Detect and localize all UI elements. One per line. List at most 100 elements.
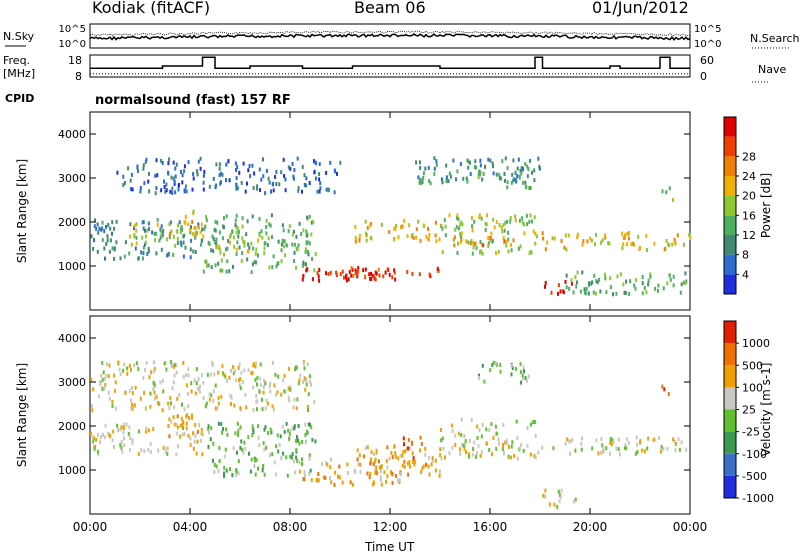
power-echo-cell bbox=[218, 166, 221, 171]
power-echo-cell bbox=[267, 176, 270, 181]
power-echo-cell bbox=[489, 236, 492, 241]
velocity-echo-cell bbox=[372, 480, 375, 485]
velocity-echo-cell bbox=[103, 435, 106, 440]
power-echo-cell bbox=[180, 243, 183, 248]
velocity-echo-cell bbox=[145, 426, 148, 431]
velocity-echo-cell bbox=[95, 437, 98, 442]
power-echo-cell bbox=[465, 239, 468, 244]
velocity-echo-cell bbox=[660, 444, 663, 449]
velocity-echo-cell bbox=[172, 415, 175, 420]
power-echo-cell bbox=[187, 222, 190, 227]
power-echo-cell bbox=[111, 231, 113, 236]
velocity-echo-cell bbox=[122, 426, 125, 431]
velocity-echo-cell bbox=[568, 439, 571, 444]
velocity-echo-cell bbox=[422, 464, 425, 469]
power-echo-cell bbox=[109, 238, 112, 243]
power-echo-cell bbox=[645, 234, 648, 239]
velocity-echo-cell bbox=[263, 472, 266, 477]
power-echo-cell bbox=[517, 246, 520, 251]
velocity-echo-cell bbox=[467, 452, 470, 457]
power-echo-cell bbox=[217, 244, 220, 249]
power-echo-cell bbox=[289, 166, 292, 171]
power-echo-cell bbox=[310, 232, 313, 237]
power-echo-cell bbox=[637, 234, 640, 239]
power-echo-cell bbox=[218, 173, 221, 178]
power-echo-cell bbox=[134, 246, 137, 251]
velocity-echo-cell bbox=[427, 464, 430, 469]
power-colorbar-segment bbox=[724, 176, 736, 196]
power-echo-cell bbox=[267, 236, 270, 241]
power-echo-cell bbox=[623, 290, 626, 295]
power-echo-cell bbox=[460, 220, 463, 225]
power-echo-cell bbox=[380, 222, 383, 227]
velocity-echo-cell bbox=[258, 389, 261, 394]
power-echo-cell bbox=[176, 229, 179, 234]
power-echo-cell bbox=[235, 182, 238, 187]
velocity-echo-cell bbox=[117, 427, 120, 432]
velocity-echo-cell bbox=[309, 468, 312, 473]
velocity-echo-cell bbox=[308, 456, 311, 461]
power-echo-cell bbox=[194, 226, 197, 231]
velocity-echo-cell bbox=[623, 445, 626, 450]
power-echo-cell bbox=[136, 168, 139, 173]
velocity-echo-cell bbox=[520, 442, 523, 447]
velocity-echo-cell bbox=[403, 459, 406, 464]
power-echo-cell bbox=[598, 277, 601, 282]
power-echo-cell bbox=[565, 247, 568, 252]
power-echo-cell bbox=[227, 159, 230, 164]
velocity-echo-cell bbox=[108, 396, 111, 401]
power-echo-cell bbox=[182, 240, 185, 245]
velocity-echo-cell bbox=[636, 449, 639, 454]
velocity-echo-cell bbox=[375, 465, 378, 470]
velocity-echo-cell bbox=[265, 398, 268, 403]
power-echo-cell bbox=[235, 168, 237, 172]
velocity-echo-cell bbox=[307, 408, 309, 413]
velocity-echo-cell bbox=[564, 441, 567, 446]
power-echo-cell bbox=[187, 160, 190, 165]
velocity-echo-cell bbox=[207, 430, 210, 435]
power-echo-cell bbox=[142, 245, 145, 250]
power-echo-cell bbox=[424, 166, 427, 171]
velocity-echo-cell bbox=[523, 369, 525, 374]
power-echo-cell bbox=[605, 290, 608, 295]
velocity-echo-cell bbox=[502, 443, 504, 447]
power-echo-cell bbox=[253, 171, 256, 176]
velocity-echo-cell bbox=[254, 364, 257, 369]
power-echo-cell bbox=[366, 225, 369, 230]
velocity-echo-cell bbox=[177, 444, 180, 449]
power-echo-cell bbox=[319, 186, 322, 191]
velocity-echo-cell bbox=[424, 452, 427, 457]
velocity-echo-cell bbox=[176, 414, 179, 419]
velocity-echo-cell bbox=[264, 381, 267, 386]
power-echo-cell bbox=[456, 169, 459, 174]
velocity-echo-cell bbox=[403, 442, 405, 447]
velocity-echo-cell bbox=[161, 408, 164, 413]
velocity-echo-cell bbox=[485, 441, 488, 446]
power-echo-cell bbox=[265, 168, 268, 173]
velocity-echo-cell bbox=[450, 423, 453, 428]
velocity-echo-cell bbox=[231, 473, 234, 478]
velocity-echo-cell bbox=[304, 440, 307, 445]
power-echo-cell bbox=[175, 162, 178, 167]
velocity-echo-cell bbox=[273, 383, 276, 388]
velocity-echo-cell bbox=[124, 390, 127, 395]
velocity-echo-cell bbox=[334, 470, 337, 475]
velocity-echo-cell bbox=[434, 458, 437, 463]
velocity-echo-cell bbox=[131, 386, 133, 390]
power-echo-cell bbox=[400, 225, 402, 229]
power-echo-cell bbox=[468, 160, 471, 165]
noise-panel-frame bbox=[89, 23, 691, 49]
velocity-echo-cell bbox=[201, 452, 204, 457]
power-echo-cell bbox=[189, 255, 192, 260]
power-colorbar-tick-label: 28 bbox=[742, 150, 756, 163]
velocity-echo-cell bbox=[236, 421, 239, 426]
velocity-echo-cell bbox=[202, 396, 205, 401]
velocity-echo-cell bbox=[624, 443, 627, 447]
velocity-echo-cell bbox=[326, 462, 329, 467]
power-echo-cell bbox=[514, 214, 517, 219]
power-echo-cell bbox=[196, 172, 199, 177]
power-echo-cell bbox=[514, 170, 517, 175]
velocity-echo-cell bbox=[502, 422, 505, 427]
power-echo-cell bbox=[634, 278, 637, 283]
velocity-echo-cell bbox=[113, 373, 115, 378]
